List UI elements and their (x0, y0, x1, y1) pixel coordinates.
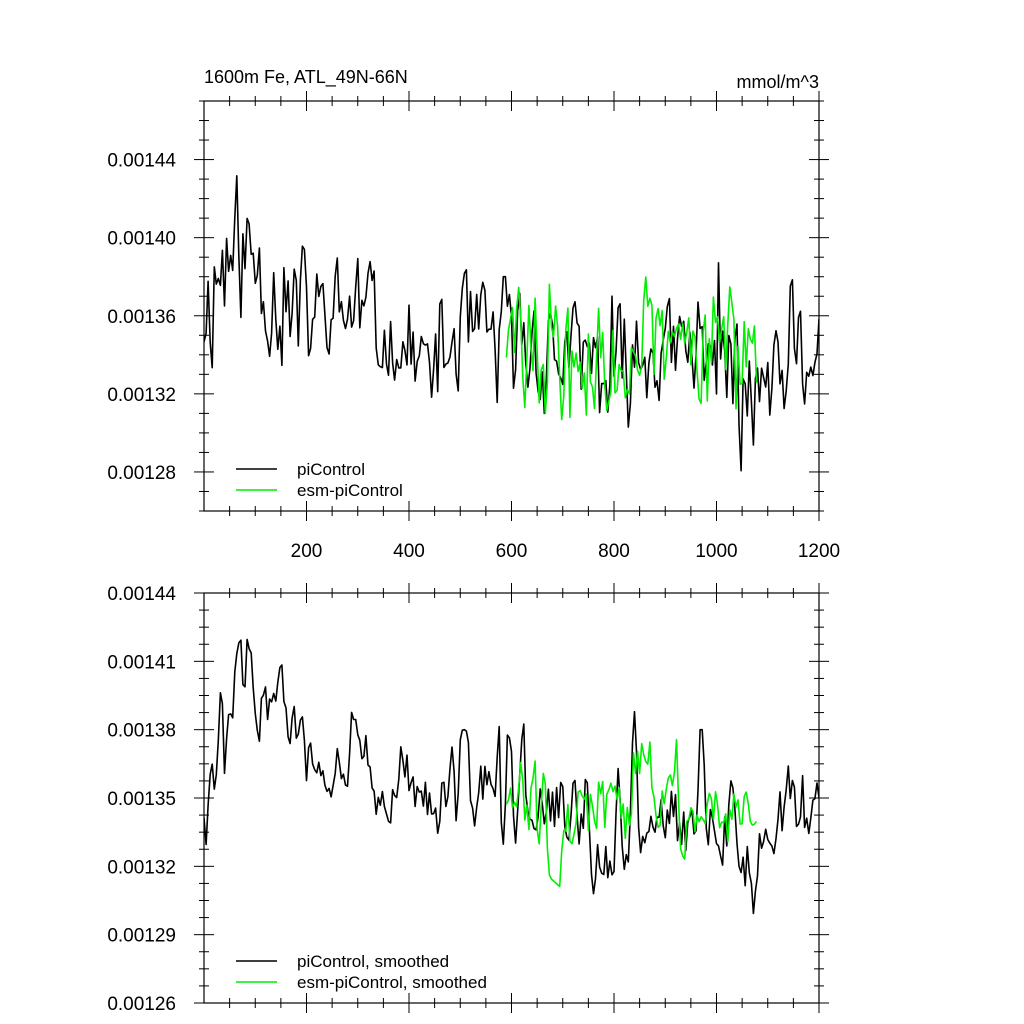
series-line-esm-picontrol (505, 276, 758, 421)
series-line-esm-picontrol-smoothed (505, 738, 758, 888)
x-tick-label: 1000 (695, 541, 737, 562)
legend: piControl esm-piControl (236, 460, 403, 500)
x-tick-label: 400 (393, 541, 425, 562)
y-tick-label: 0.00136 (107, 307, 176, 328)
top-plot: 200 400 600 800 1000 1200 0.00128 0.00132 0.0013… (107, 67, 840, 562)
y-tick-label: 0.00144 (107, 584, 176, 605)
y-tick-label: 0.00132 (107, 857, 176, 878)
y-tick-label: 0.00126 (107, 994, 176, 1015)
bottom-plot: 0.00126 0.00129 0.00132 0.00135 0.00138 0.001… (107, 583, 829, 1015)
series-group (204, 638, 819, 915)
series-line-picontrol-smoothed (204, 638, 819, 915)
series-line-picontrol (204, 175, 819, 472)
y-tick-label: 0.00135 (107, 789, 176, 810)
legend-label: esm-piControl, smoothed (297, 973, 487, 992)
y-tick-label: 0.00138 (107, 721, 176, 742)
legend-label: piControl (297, 460, 365, 479)
y-tick-label: 0.00141 (107, 652, 176, 673)
y-tick-label: 0.00128 (107, 463, 176, 484)
x-tick-label: 200 (291, 541, 323, 562)
plot-frame (203, 100, 820, 512)
legend-label: piControl, smoothed (297, 952, 449, 971)
y-tick-label: 0.00132 (107, 385, 176, 406)
x-tick-label: 1200 (798, 541, 840, 562)
series-group (204, 175, 819, 472)
chart-title: 1600m Fe, ATL_49N-66N (204, 67, 408, 88)
y-tick-label: 0.00140 (107, 229, 176, 250)
y-tick-label: 0.00144 (107, 151, 176, 172)
x-tick-label: 800 (598, 541, 630, 562)
x-tick-label: 600 (496, 541, 528, 562)
y-tick-label: 0.00129 (107, 926, 176, 947)
legend-label: esm-piControl (297, 481, 403, 500)
legend: piControl, smoothed esm-piControl, smooth… (236, 952, 487, 992)
units-label: mmol/m^3 (737, 72, 819, 92)
